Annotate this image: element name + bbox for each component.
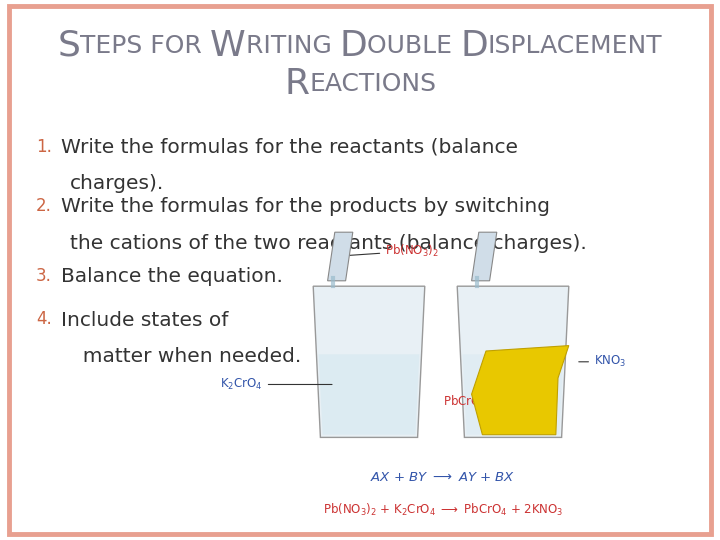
Polygon shape (457, 286, 569, 437)
Text: Balance the equation.: Balance the equation. (61, 267, 283, 286)
Text: 4.: 4. (36, 310, 52, 328)
Text: Pb(NO$_3$)$_2$: Pb(NO$_3$)$_2$ (336, 243, 439, 259)
Text: D: D (340, 29, 367, 63)
Text: AX + BY $\longrightarrow$ AY + BX: AX + BY $\longrightarrow$ AY + BX (370, 471, 516, 484)
Text: the cations of the two reactants (balance charges).: the cations of the two reactants (balanc… (70, 234, 587, 253)
Text: TEPS FOR: TEPS FOR (80, 34, 210, 58)
Text: K$_2$CrO$_4$: K$_2$CrO$_4$ (220, 377, 332, 392)
Text: RITING: RITING (246, 34, 340, 58)
Polygon shape (472, 346, 569, 435)
Polygon shape (319, 354, 419, 435)
Text: R: R (284, 67, 309, 100)
Text: 3.: 3. (36, 267, 52, 285)
Text: matter when needed.: matter when needed. (70, 347, 301, 366)
Text: ISPLACEMENT: ISPLACEMENT (488, 34, 662, 58)
Text: Write the formulas for the products by switching: Write the formulas for the products by s… (61, 197, 550, 216)
Text: Pb(NO$_3$)$_2$ + K$_2$CrO$_4$ $\longrightarrow$ PbCrO$_4$ + 2KNO$_3$: Pb(NO$_3$)$_2$ + K$_2$CrO$_4$ $\longrigh… (323, 502, 563, 518)
Polygon shape (328, 232, 353, 281)
Text: Write the formulas for the reactants (balance: Write the formulas for the reactants (ba… (61, 138, 518, 157)
Text: OUBLE: OUBLE (367, 34, 460, 58)
Polygon shape (472, 232, 497, 281)
FancyBboxPatch shape (288, 216, 691, 518)
Text: Include states of: Include states of (61, 310, 228, 329)
Text: 2.: 2. (36, 197, 52, 215)
Text: D: D (460, 29, 488, 63)
Text: charges).: charges). (70, 174, 164, 193)
Text: W: W (210, 29, 246, 63)
Text: 1.: 1. (36, 138, 52, 156)
Text: S: S (58, 29, 80, 63)
Text: PbCrO$_4$: PbCrO$_4$ (443, 390, 494, 410)
Polygon shape (463, 354, 563, 435)
Text: EACTIONS: EACTIONS (309, 72, 436, 96)
Text: KNO$_3$: KNO$_3$ (579, 354, 626, 369)
Polygon shape (313, 286, 425, 437)
